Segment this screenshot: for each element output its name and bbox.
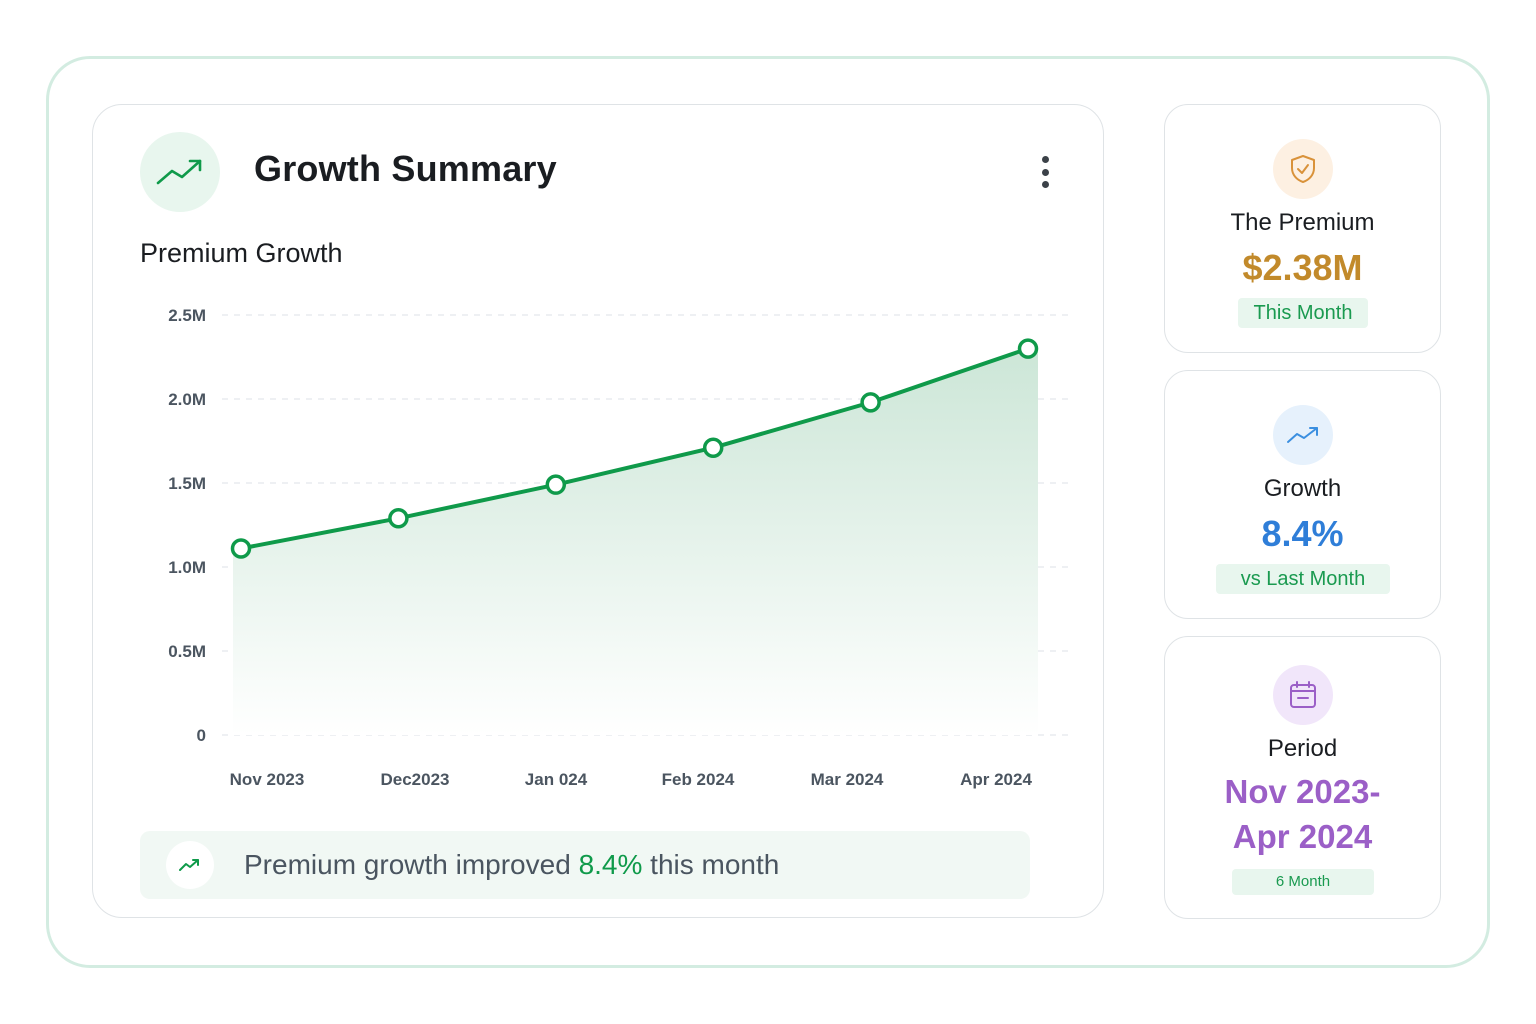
trend-up-icon	[1273, 405, 1333, 465]
premium-value: $2.38M	[1242, 247, 1363, 288]
more-options-icon	[1041, 156, 1049, 163]
page-title: Growth Summary	[254, 148, 557, 189]
growth-badge: vs Last Month	[1216, 564, 1390, 594]
period-value-start: Nov 2023-	[1224, 773, 1381, 810]
growth-value: 8.4%	[1261, 513, 1344, 554]
trend-up-icon	[140, 132, 220, 212]
trend-up-icon	[166, 841, 214, 889]
period-label: Period	[1267, 735, 1338, 762]
premium-card: The Premium $2.38M This Month	[1164, 104, 1441, 353]
period-value-end: Apr 2024	[1232, 818, 1373, 855]
period-badge: 6 Month	[1232, 869, 1374, 895]
insight-highlight: 8.4%	[578, 849, 643, 880]
growth-card: Growth 8.4% vs Last Month	[1164, 370, 1441, 619]
chart-subtitle: Premium Growth	[140, 238, 343, 268]
insight-text: Premium growth improved 8.4% this month	[244, 849, 780, 880]
more-options-button[interactable]	[1030, 152, 1060, 192]
calendar-icon	[1273, 665, 1333, 725]
premium-badge: This Month	[1238, 298, 1368, 328]
period-card: Period Nov 2023- Apr 2024 6 Month	[1164, 636, 1441, 919]
growth-label: Growth	[1263, 475, 1342, 502]
insight-banner: Premium growth improved 8.4% this month	[140, 831, 1030, 899]
growth-summary-card	[92, 104, 1104, 918]
shield-check-icon	[1273, 139, 1333, 199]
premium-label: The Premium	[1230, 209, 1375, 236]
